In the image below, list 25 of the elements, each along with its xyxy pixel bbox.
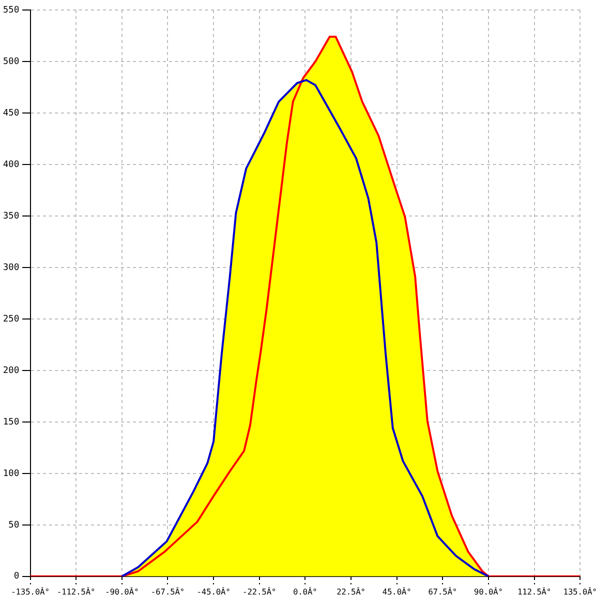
y-tick-label: 250 — [2, 314, 20, 324]
y-tick-label: 400 — [2, 160, 20, 170]
y-tick-label: 450 — [2, 108, 20, 118]
y-tick-label: 150 — [2, 417, 20, 428]
x-tick-label: 67.5Â° — [428, 586, 458, 596]
x-tick-label: 45.0Â° — [382, 586, 412, 596]
x-tick-label: -112.5Â° — [56, 586, 96, 596]
x-tick-label: 112.5Â° — [517, 586, 552, 596]
x-tick-label: 90.0Â° — [474, 586, 503, 596]
x-tick-label: -22.5Â° — [242, 586, 276, 596]
x-tick-label: -90.0Â° — [105, 586, 139, 596]
y-tick-label: 350 — [2, 211, 20, 222]
y-tick-label: 100 — [2, 468, 20, 479]
x-tick-label: -135.0Â° — [10, 586, 50, 596]
y-tick-label: 0 — [14, 572, 20, 582]
x-tick-label: -45.0Â° — [196, 586, 230, 596]
y-tick-label: 200 — [2, 366, 20, 376]
y-tick-label: 500 — [2, 56, 20, 67]
y-tick-label: 550 — [2, 5, 20, 16]
y-tick-label: 50 — [8, 520, 20, 530]
x-tick-label: 135.0Â° — [563, 586, 597, 596]
x-tick-label: 0.0Â° — [293, 586, 318, 596]
y-tick-label: 300 — [2, 262, 20, 273]
x-tick-label: 22.5Â° — [336, 586, 366, 596]
x-tick-label: -67.5Â° — [150, 586, 185, 596]
